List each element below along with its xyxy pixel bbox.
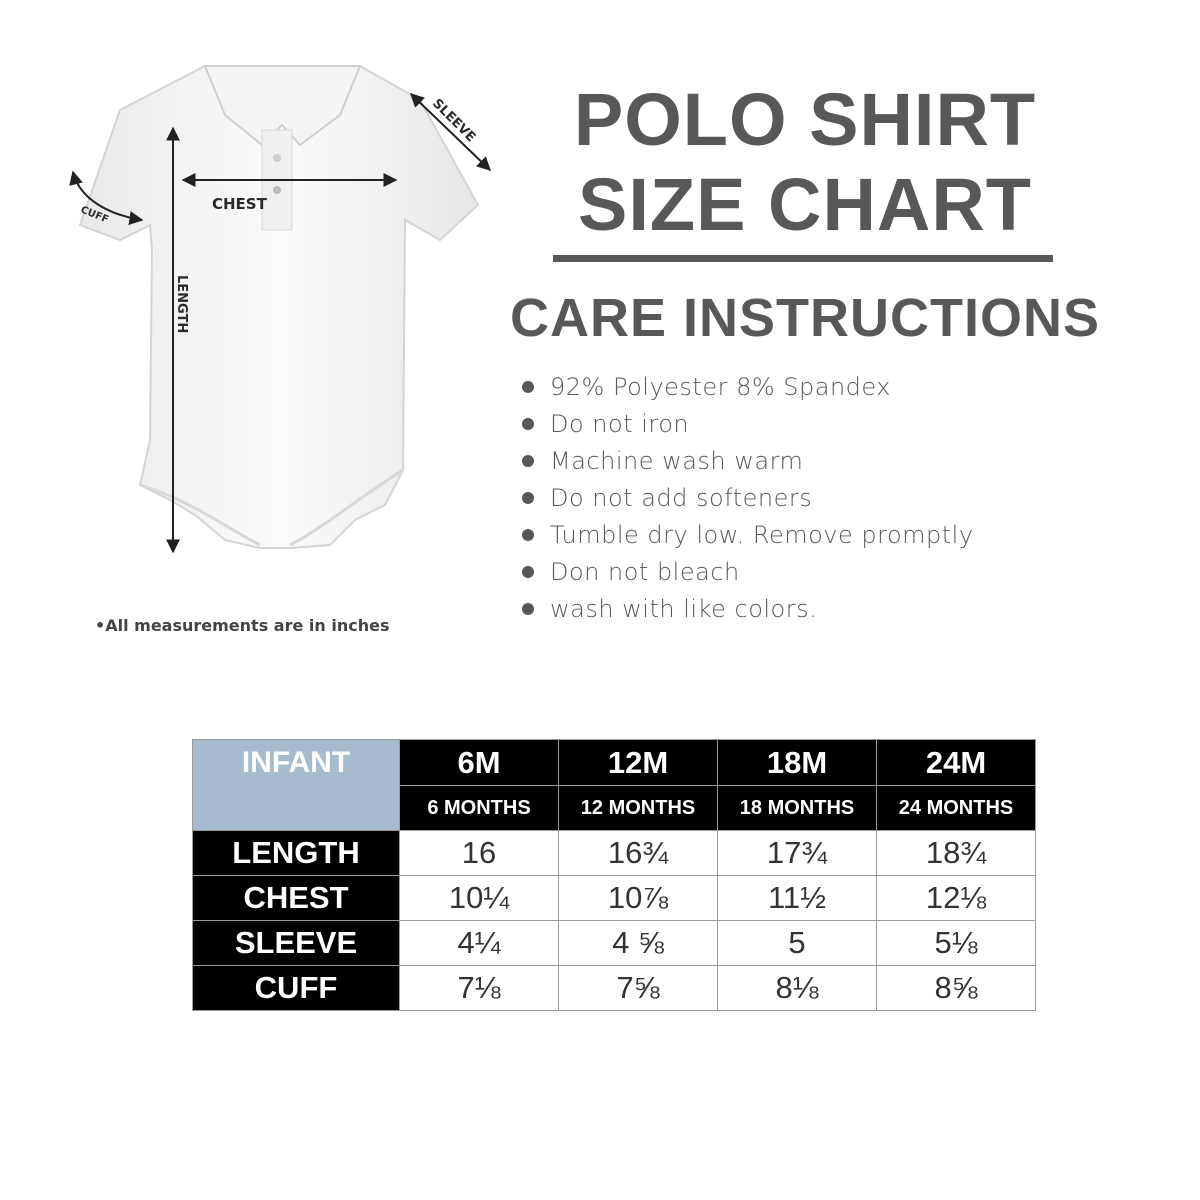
size-name: 6 MONTHS bbox=[399, 785, 559, 831]
size-header: 12M bbox=[558, 739, 718, 786]
title-divider bbox=[553, 255, 1053, 262]
bullet-icon bbox=[522, 528, 534, 541]
row-label: CHEST bbox=[192, 875, 400, 921]
cell: 16¾ bbox=[558, 830, 718, 876]
title-line-1: POLO SHIRT bbox=[573, 78, 1037, 161]
cell: 10¼ bbox=[399, 875, 559, 921]
care-item-text: wash with like colors. bbox=[550, 594, 818, 623]
care-item: Tumble dry low. Remove promptly bbox=[520, 516, 974, 553]
bullet-icon bbox=[522, 565, 534, 578]
cell: 4 ⅝ bbox=[558, 920, 718, 966]
care-list: 92% Polyester 8% Spandex Do not iron Mac… bbox=[520, 368, 974, 627]
table-row: CHEST 10¼ 10⅞ 11½ 12⅛ bbox=[192, 875, 1036, 921]
care-item: Machine wash warm bbox=[520, 442, 974, 479]
care-instructions-heading: CARE INSTRUCTIONS bbox=[509, 288, 1100, 348]
row-label: CUFF bbox=[192, 965, 400, 1011]
cell: 11½ bbox=[717, 875, 877, 921]
chest-label: CHEST bbox=[212, 195, 268, 213]
care-item: Do not add softeners bbox=[520, 479, 974, 516]
measurement-note: •All measurements are in inches bbox=[95, 616, 390, 635]
bullet-icon bbox=[522, 417, 534, 430]
care-item-text: Do not iron bbox=[550, 409, 690, 438]
cell: 10⅞ bbox=[558, 875, 718, 921]
title-line-2: SIZE CHART bbox=[578, 163, 1032, 246]
leg-hem bbox=[139, 468, 404, 547]
table-row: LENGTH 16 16¾ 17¾ 18¾ bbox=[192, 830, 1036, 876]
cell: 8⅛ bbox=[717, 965, 877, 1011]
bullet-icon bbox=[522, 491, 534, 504]
care-item-text: 92% Polyester 8% Spandex bbox=[550, 372, 891, 401]
cell: 5⅛ bbox=[876, 920, 1036, 966]
cell: 4¼ bbox=[399, 920, 559, 966]
length-label: LENGTH bbox=[174, 275, 189, 333]
cell: 7⅛ bbox=[399, 965, 559, 1011]
cell: 16 bbox=[399, 830, 559, 876]
bullet-icon bbox=[522, 454, 534, 467]
button bbox=[273, 154, 281, 162]
polo-onesie-diagram: CHEST SLEEVE CUFF LENGTH bbox=[69, 65, 492, 554]
care-item-text: Machine wash warm bbox=[550, 446, 804, 475]
size-header: 6M bbox=[399, 739, 559, 786]
care-item-text: Do not add softeners bbox=[550, 483, 813, 512]
row-label: SLEEVE bbox=[192, 920, 400, 966]
size-name: 18 MONTHS bbox=[717, 785, 877, 831]
sleeve-arrow bbox=[409, 93, 492, 171]
button bbox=[273, 186, 281, 194]
care-item: 92% Polyester 8% Spandex bbox=[520, 368, 974, 405]
cell: 17¾ bbox=[717, 830, 877, 876]
cell: 7⅝ bbox=[558, 965, 718, 1011]
care-item-text: Don not bleach bbox=[550, 557, 740, 586]
size-name-row: 6 MONTHS 12 MONTHS 18 MONTHS 24 MONTHS bbox=[193, 785, 1036, 831]
size-name: 24 MONTHS bbox=[876, 785, 1036, 831]
size-header: 24M bbox=[876, 739, 1036, 786]
cuff-arrow bbox=[69, 170, 144, 225]
corner-label: INFANT bbox=[241, 746, 351, 779]
size-header-row: INFANT 6M 12M 18M 24M bbox=[192, 739, 1036, 831]
table-row: CUFF 7⅛ 7⅝ 8⅛ 8⅝ bbox=[192, 965, 1036, 1011]
bullet-icon bbox=[522, 602, 534, 615]
cell: 12⅛ bbox=[876, 875, 1036, 921]
care-item: Do not iron bbox=[520, 405, 974, 442]
cell: 8⅝ bbox=[876, 965, 1036, 1011]
row-label: LENGTH bbox=[192, 830, 400, 876]
size-name: 12 MONTHS bbox=[558, 785, 718, 831]
size-table: INFANT 6M 12M 18M 24M 6 MONTHS 12 MONTHS… bbox=[192, 739, 1036, 1011]
bullet-icon bbox=[522, 380, 534, 393]
cell: 18¾ bbox=[876, 830, 1036, 876]
cell: 5 bbox=[717, 920, 877, 966]
table-row: SLEEVE 4¼ 4 ⅝ 5 5⅛ bbox=[192, 920, 1036, 966]
corner-cell: INFANT bbox=[192, 739, 400, 831]
size-header: 18M bbox=[717, 739, 877, 786]
care-item: Don not bleach bbox=[520, 553, 974, 590]
care-item: wash with like colors. bbox=[520, 590, 974, 627]
care-item-text: Tumble dry low. Remove promptly bbox=[550, 520, 974, 549]
